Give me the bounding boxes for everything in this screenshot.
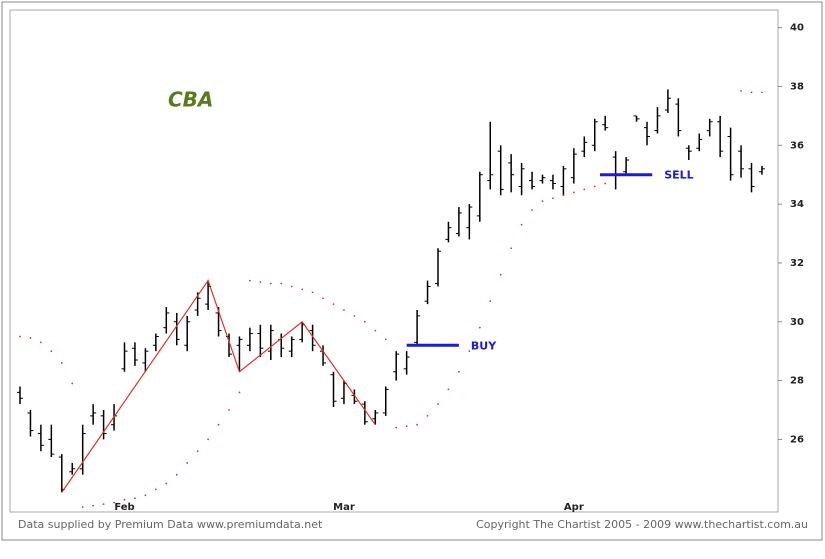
plot-area: [9, 9, 779, 513]
sar-dot: [238, 391, 241, 394]
sar-dot: [437, 403, 439, 406]
chart-title: CBA: [168, 88, 213, 112]
sar-dot: [217, 423, 220, 426]
sar-dot: [81, 506, 84, 508]
sar-dot: [562, 194, 565, 197]
sar-dot: [353, 314, 356, 317]
sar-dot: [134, 497, 136, 500]
signal-label: BUY: [471, 339, 497, 352]
zigzag-line: [61, 279, 376, 493]
y-tick-label: 38: [790, 81, 804, 92]
sar-dot: [510, 247, 513, 250]
sar-dot: [541, 200, 544, 203]
sar-dot: [186, 462, 189, 464]
y-tick-label: 28: [790, 376, 804, 387]
sar-dot: [478, 326, 481, 329]
sar-dot: [123, 498, 126, 501]
signal-label: SELL: [664, 169, 693, 182]
sar-dot: [499, 273, 502, 276]
sar-dot: [19, 335, 21, 338]
sar-dot: [165, 482, 168, 485]
sar-dot: [750, 91, 753, 94]
sar-dot: [144, 494, 147, 497]
x-tick-label: Mar: [333, 502, 355, 513]
sar-dot: [301, 288, 304, 291]
sar-dot: [374, 329, 377, 332]
sar-dot: [447, 388, 450, 391]
sar-dot: [40, 341, 42, 344]
copyright-note: Copyright The Chartist 2005 - 2009 www.t…: [476, 518, 808, 531]
sar-dot: [60, 362, 63, 364]
sar-dot: [280, 282, 283, 285]
sar-dot: [416, 423, 418, 426]
sar-dot: [520, 223, 523, 226]
sar-dot: [593, 185, 596, 188]
y-tick-label: 32: [790, 258, 804, 269]
sar-dot: [740, 89, 742, 92]
source-note: Data supplied by Premium Data www.premiu…: [18, 518, 323, 531]
sar-dot: [426, 414, 429, 417]
sar-dot: [102, 503, 105, 506]
sar-dot: [154, 488, 157, 491]
sar-dot: [175, 473, 178, 476]
sar-dot: [583, 188, 586, 191]
sar-dot: [405, 425, 408, 428]
y-tick-label: 26: [790, 434, 804, 445]
y-tick-label: 30: [790, 317, 804, 328]
sar-dot: [572, 191, 575, 194]
sar-dot: [604, 182, 607, 185]
sar-dot: [196, 450, 199, 453]
sar-dot: [50, 350, 53, 353]
y-tick-label: 40: [790, 23, 804, 34]
sar-dot: [343, 309, 345, 311]
sar-dot: [332, 303, 335, 306]
sar-dot: [489, 300, 492, 303]
sar-dot: [207, 438, 210, 441]
sar-dot: [249, 279, 251, 282]
sar-dot: [228, 409, 230, 411]
sar-dot: [552, 197, 554, 200]
sar-dot: [761, 91, 763, 94]
sar-dot: [71, 382, 74, 385]
sar-dot: [92, 504, 95, 507]
sar-dot: [311, 291, 314, 294]
sar-dot: [113, 501, 115, 504]
sar-dot: [259, 281, 262, 283]
y-tick-label: 36: [790, 140, 804, 151]
x-tick-label: Apr: [564, 502, 584, 513]
x-tick-label: Feb: [114, 502, 134, 513]
sar-dot: [395, 426, 398, 429]
y-tick-label: 34: [790, 199, 804, 210]
sar-dot: [290, 285, 293, 288]
sar-dot: [269, 282, 272, 285]
sar-dot: [531, 209, 533, 211]
sar-dot: [363, 320, 366, 323]
sar-dot: [458, 370, 460, 373]
sar-dot: [29, 337, 32, 339]
sar-dot: [384, 338, 387, 341]
sar-dot: [468, 350, 471, 353]
sar-dot: [322, 297, 324, 300]
